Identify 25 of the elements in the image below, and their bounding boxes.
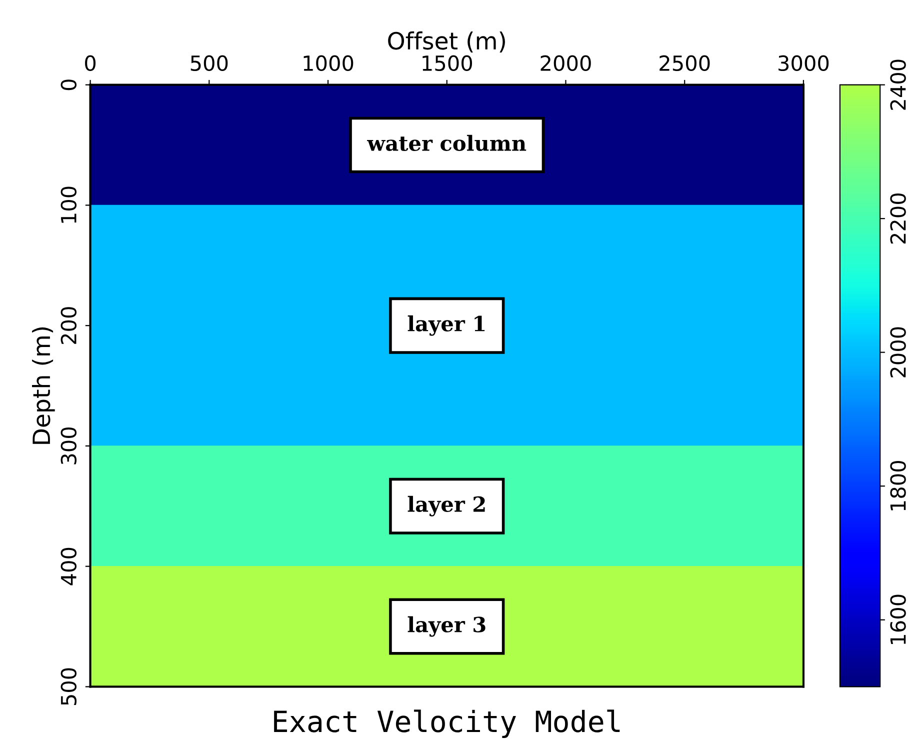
x-axis-title: Offset (m) bbox=[388, 31, 505, 52]
x-tick-label: 0 bbox=[85, 55, 96, 72]
y-tick-label: 100 bbox=[60, 186, 77, 223]
annotation: layer 2 bbox=[408, 496, 485, 516]
y-tick-label: 200 bbox=[60, 307, 77, 344]
x-tick-label: 1500 bbox=[422, 55, 472, 72]
y-tick-label: 500 bbox=[60, 668, 77, 705]
x-tick-label: 500 bbox=[190, 55, 228, 72]
color-bar-label: 1600 bbox=[890, 594, 906, 644]
y-tick-label: 0 bbox=[60, 80, 77, 90]
y-tick-label: 300 bbox=[60, 427, 77, 464]
annotation: layer 1 bbox=[408, 315, 485, 336]
y-axis-title: Depth (m) bbox=[32, 327, 55, 444]
annotation: water column bbox=[367, 134, 526, 152]
x-tick-label: 2500 bbox=[660, 55, 710, 72]
x-tick-label: 2000 bbox=[540, 55, 591, 72]
text: Exact Velocity Model bbox=[274, 710, 620, 738]
x-tick-label: 3000 bbox=[778, 55, 829, 72]
annotation: layer 3 bbox=[408, 616, 486, 637]
color-bar-label: 1800 bbox=[890, 460, 906, 510]
x-tick-label: 1000 bbox=[304, 55, 354, 72]
y-tick-label: 400 bbox=[60, 548, 77, 586]
color-bar-label: 2200 bbox=[890, 193, 906, 244]
color-bar-label: 2000 bbox=[890, 327, 906, 378]
color-bar-label: 2400 bbox=[890, 60, 906, 110]
